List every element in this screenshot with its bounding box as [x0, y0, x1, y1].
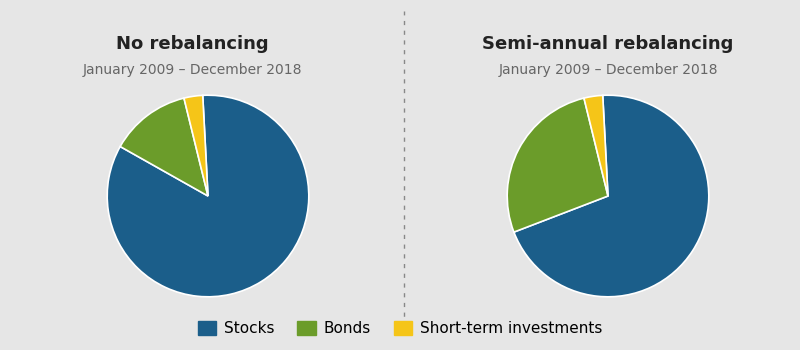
Wedge shape — [120, 98, 208, 196]
Wedge shape — [107, 95, 309, 297]
Text: January 2009 – December 2018: January 2009 – December 2018 — [498, 63, 718, 77]
Wedge shape — [184, 95, 208, 196]
Legend: Stocks, Bonds, Short-term investments: Stocks, Bonds, Short-term investments — [192, 315, 608, 342]
Wedge shape — [584, 95, 608, 196]
Text: No rebalancing: No rebalancing — [116, 35, 268, 53]
Text: Semi-annual rebalancing: Semi-annual rebalancing — [482, 35, 734, 53]
Wedge shape — [507, 98, 608, 232]
Wedge shape — [514, 95, 709, 297]
Text: January 2009 – December 2018: January 2009 – December 2018 — [82, 63, 302, 77]
